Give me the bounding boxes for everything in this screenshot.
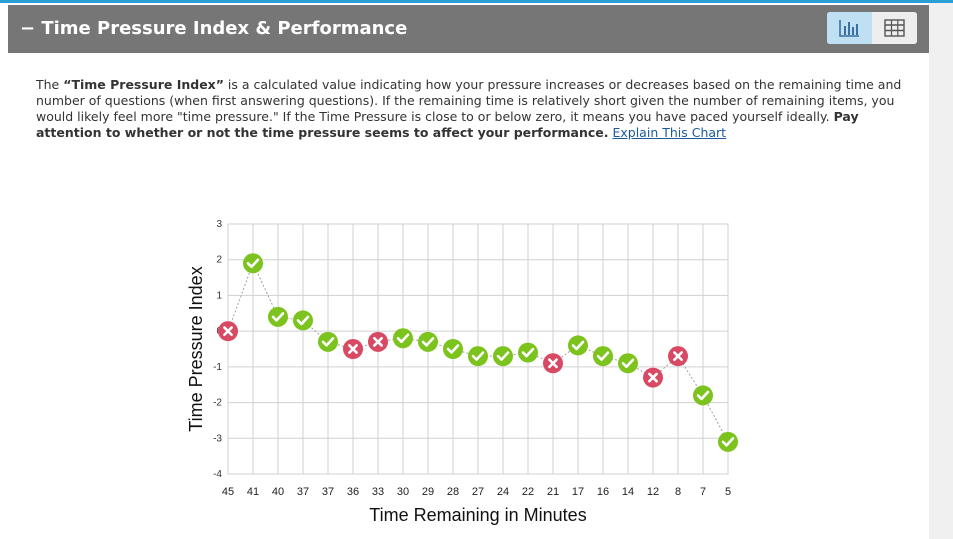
x-tick-label: 45 (222, 486, 234, 498)
check-icon (321, 337, 335, 347)
x-tick-label: 37 (297, 486, 309, 498)
desc-text-1: The (36, 77, 64, 92)
x-mark-icon (373, 336, 383, 347)
table-grid-icon (884, 19, 905, 37)
top-accent-line (0, 0, 953, 3)
desc-term: “Time Pressure Index” (63, 77, 224, 92)
x-axis-title: Time Remaining in Minutes (369, 505, 586, 525)
x-tick-label: 37 (322, 486, 334, 498)
check-icon (271, 312, 285, 322)
x-tick-label: 21 (547, 486, 559, 498)
desc-emphasis: Pay attention to whether or not the time… (36, 109, 859, 140)
x-tick-label: 17 (572, 486, 584, 498)
page-gutter (929, 3, 953, 539)
y-tick-label: 2 (216, 255, 222, 266)
chart-description: The “Time Pressure Index” is a calculate… (36, 77, 916, 141)
check-icon (521, 347, 535, 358)
y-tick-label: 3 (216, 219, 222, 230)
chart-view-button[interactable] (827, 12, 872, 44)
table-view-button[interactable] (872, 12, 917, 44)
check-icon (446, 344, 460, 354)
x-tick-label: 27 (472, 486, 484, 498)
check-icon (396, 333, 410, 344)
check-icon (596, 351, 610, 361)
check-icon (471, 351, 485, 361)
y-tick-label: 1 (216, 290, 222, 301)
check-icon (621, 358, 635, 369)
x-tick-label: 8 (675, 486, 681, 498)
x-tick-label: 29 (422, 486, 434, 498)
check-icon (421, 337, 435, 347)
check-icon (296, 315, 310, 326)
x-tick-label: 16 (597, 486, 609, 498)
x-tick-label: 33 (372, 486, 384, 498)
x-tick-label: 14 (622, 486, 634, 498)
x-tick-label: 28 (447, 486, 459, 498)
check-icon (696, 390, 710, 401)
panel-title[interactable]: − Time Pressure Index & Performance (20, 18, 408, 39)
y-axis-title: Time Pressure Index (186, 266, 206, 431)
x-tick-label: 5 (725, 486, 731, 498)
check-icon (496, 351, 510, 361)
x-tick-label: 24 (497, 486, 509, 498)
x-mark-icon (673, 351, 683, 362)
x-mark-icon (223, 326, 233, 337)
view-toggle (827, 12, 917, 44)
explain-chart-link[interactable]: Explain This Chart (612, 125, 727, 140)
y-tick-label: -1 (213, 362, 222, 373)
x-tick-label: 22 (522, 486, 534, 498)
x-tick-label: 36 (347, 486, 359, 498)
x-tick-label: 12 (647, 486, 659, 498)
bar-chart-icon (839, 20, 859, 37)
x-mark-icon (548, 358, 558, 369)
y-tick-label: -2 (213, 398, 222, 409)
panel-header[interactable]: − Time Pressure Index & Performance (8, 5, 929, 53)
x-mark-icon (648, 372, 658, 383)
y-tick-label: -3 (213, 433, 222, 444)
check-icon (721, 437, 735, 447)
x-mark-icon (348, 344, 358, 354)
x-tick-label: 7 (700, 486, 706, 498)
x-tick-label: 40 (272, 486, 284, 498)
desc-text-2: is a calculated value indicating how you… (36, 77, 902, 124)
check-icon (246, 258, 260, 269)
x-tick-label: 30 (397, 486, 409, 498)
x-tick-label: 41 (247, 486, 259, 498)
y-tick-label: -4 (213, 469, 222, 480)
check-icon (571, 340, 585, 351)
